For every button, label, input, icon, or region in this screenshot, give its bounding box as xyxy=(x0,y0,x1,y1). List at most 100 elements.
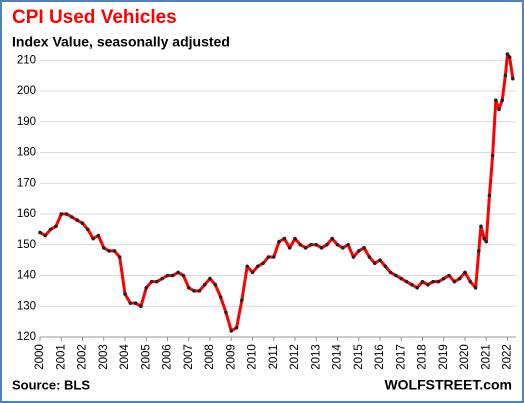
data-point xyxy=(447,273,451,278)
y-tick-label: 170 xyxy=(17,177,36,189)
data-point xyxy=(426,282,430,287)
data-point xyxy=(48,227,53,232)
data-point xyxy=(149,279,154,284)
data-point xyxy=(75,218,79,222)
data-point xyxy=(234,325,239,330)
data-point xyxy=(287,246,292,250)
data-point xyxy=(325,242,329,247)
data-point xyxy=(490,153,495,158)
data-point xyxy=(378,258,382,262)
data-point xyxy=(271,255,276,259)
x-tick-label: 2019 xyxy=(438,344,450,370)
data-point xyxy=(250,270,255,275)
data-point xyxy=(64,212,69,216)
data-point xyxy=(511,76,515,81)
x-tick-label: 2016 xyxy=(374,344,386,370)
data-point xyxy=(165,273,170,278)
data-point xyxy=(388,270,393,275)
data-point xyxy=(123,292,127,296)
data-point xyxy=(128,301,133,305)
data-point xyxy=(293,236,297,241)
data-point xyxy=(441,276,446,281)
data-point xyxy=(494,98,498,103)
y-tick-label: 120 xyxy=(17,331,36,343)
y-tick-label: 190 xyxy=(17,116,36,128)
source: Source: BLS xyxy=(12,377,90,392)
x-tick-label: 2021 xyxy=(480,344,492,370)
data-point xyxy=(208,276,212,281)
data-point xyxy=(245,264,249,269)
data-point xyxy=(197,289,202,293)
data-point xyxy=(54,224,58,229)
data-point xyxy=(482,236,486,241)
data-point xyxy=(117,255,122,259)
data-point xyxy=(309,242,313,247)
data-point xyxy=(298,242,303,247)
data-point xyxy=(91,236,95,241)
data-point xyxy=(43,233,48,238)
data-point xyxy=(457,276,462,281)
data-point xyxy=(477,249,481,253)
data-point xyxy=(181,273,186,278)
data-point xyxy=(319,246,324,250)
data-point xyxy=(420,279,425,284)
data-point xyxy=(330,236,334,241)
x-tick-label: 2008 xyxy=(204,344,216,370)
x-tick-label: 2005 xyxy=(140,344,152,370)
data-point xyxy=(341,246,345,250)
data-point xyxy=(38,230,42,235)
x-tick-label: 2013 xyxy=(310,344,322,370)
x-tick-label: 2018 xyxy=(417,344,429,370)
x-tick-label: 2007 xyxy=(183,344,195,370)
data-point xyxy=(176,270,180,275)
data-point xyxy=(112,249,117,253)
data-point xyxy=(346,242,350,247)
data-point xyxy=(431,279,435,284)
data-point xyxy=(415,285,419,290)
data-point xyxy=(367,255,372,259)
data-point xyxy=(505,52,510,56)
y-tick-label: 210 xyxy=(17,54,36,66)
y-tick-label: 150 xyxy=(17,239,36,251)
data-point xyxy=(59,212,64,216)
y-tick-label: 200 xyxy=(17,85,36,97)
x-tick-label: 2015 xyxy=(353,344,365,370)
data-point xyxy=(155,279,159,284)
data-point xyxy=(463,270,467,275)
data-point xyxy=(314,242,319,247)
data-point xyxy=(362,246,366,250)
x-tick-label: 2022 xyxy=(502,344,514,370)
data-point xyxy=(282,236,287,241)
data-point xyxy=(479,224,483,229)
data-point xyxy=(96,233,101,238)
chart-title: CPI Used Vehicles xyxy=(12,7,177,28)
x-tick-label: 2010 xyxy=(247,344,259,370)
data-point xyxy=(404,279,409,284)
data-point xyxy=(394,273,398,278)
data-point xyxy=(101,246,106,250)
data-point xyxy=(303,246,308,250)
chart-subtitle: Index Value, seasonally adjusted xyxy=(12,34,230,50)
x-tick-label: 2011 xyxy=(268,345,280,370)
data-point xyxy=(277,239,281,244)
data-point xyxy=(70,215,74,219)
data-point xyxy=(261,261,265,265)
data-point xyxy=(473,285,478,290)
x-tick-label: 2014 xyxy=(332,344,344,370)
data-point xyxy=(202,282,207,287)
x-tick-label: 2017 xyxy=(395,344,407,370)
data-point xyxy=(497,107,501,112)
x-tick-label: 2004 xyxy=(119,344,131,370)
y-tick-label: 160 xyxy=(17,208,36,220)
data-point xyxy=(507,55,512,59)
data-point xyxy=(218,295,223,299)
y-tick-label: 140 xyxy=(17,270,36,282)
data-point xyxy=(213,282,218,287)
data-point xyxy=(139,304,143,309)
x-tick-label: 2003 xyxy=(98,344,110,370)
data-point xyxy=(256,264,260,269)
x-tick-label: 2012 xyxy=(289,344,301,370)
data-point xyxy=(192,289,196,293)
data-point xyxy=(186,285,191,290)
